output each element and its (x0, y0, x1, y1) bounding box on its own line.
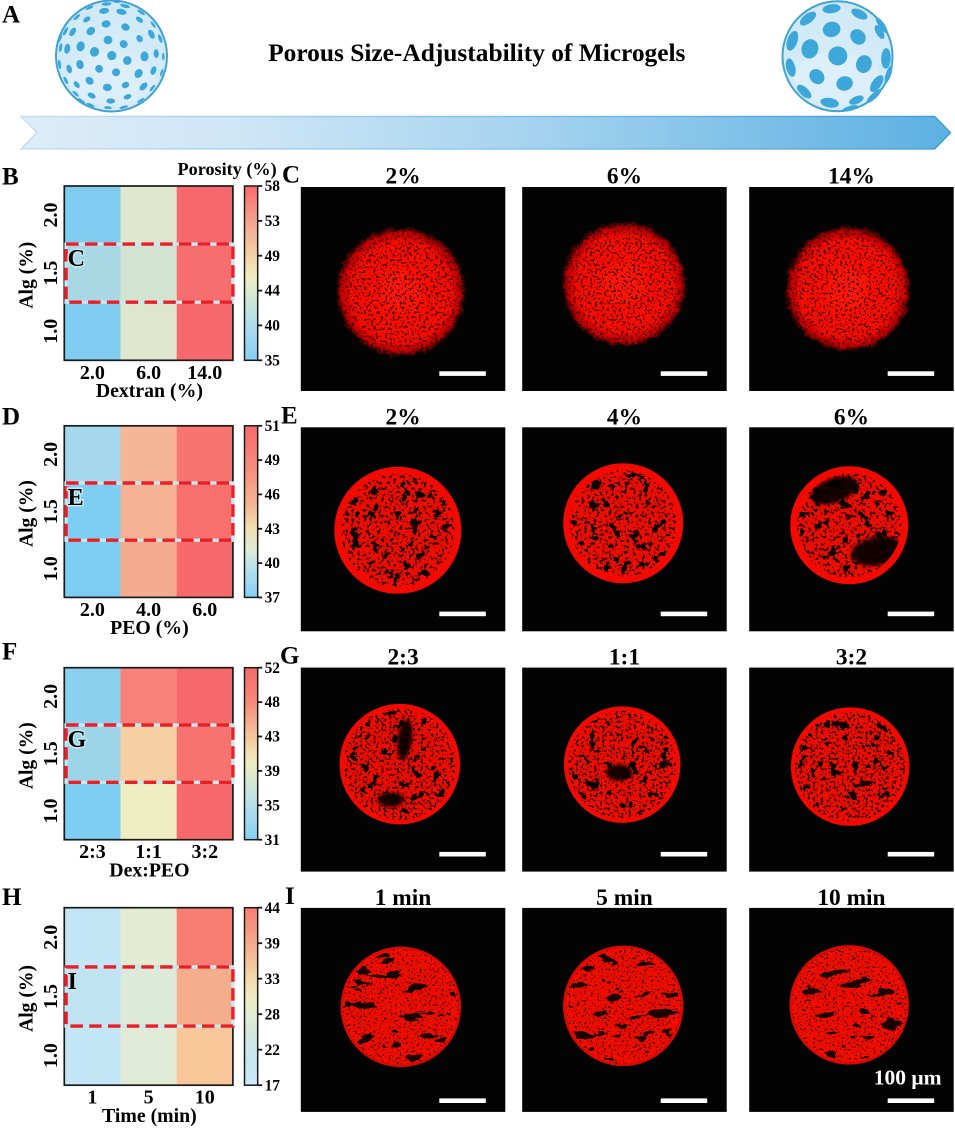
svg-text:Time (min): Time (min) (102, 1105, 197, 1127)
svg-text:I: I (68, 969, 77, 995)
svg-text:5 min: 5 min (596, 885, 653, 911)
svg-text:1.5: 1.5 (40, 261, 62, 286)
svg-text:44: 44 (265, 900, 281, 917)
svg-text:2:3: 2:3 (387, 645, 418, 671)
svg-text:4.0: 4.0 (136, 599, 161, 621)
svg-text:51: 51 (265, 418, 280, 435)
svg-text:1.0: 1.0 (40, 556, 62, 581)
svg-text:A: A (2, 2, 20, 29)
svg-text:1.0: 1.0 (40, 1043, 62, 1068)
svg-text:Alg (%): Alg (%) (16, 480, 37, 547)
svg-text:Porosity (%): Porosity (%) (178, 159, 277, 180)
svg-text:1.0: 1.0 (40, 799, 62, 824)
svg-text:2%: 2% (386, 164, 421, 190)
svg-text:1.5: 1.5 (40, 741, 62, 766)
svg-text:F: F (2, 638, 17, 665)
svg-text:10 min: 10 min (817, 885, 885, 911)
svg-text:43: 43 (265, 521, 281, 538)
svg-text:3:2: 3:2 (191, 841, 218, 863)
svg-text:17: 17 (265, 1077, 281, 1094)
svg-text:PEO (%): PEO (%) (110, 617, 189, 639)
svg-text:6%: 6% (834, 404, 869, 430)
svg-text:22: 22 (265, 1042, 281, 1059)
svg-text:10: 10 (195, 1087, 215, 1109)
svg-text:4%: 4% (607, 404, 642, 430)
svg-text:3:2: 3:2 (836, 645, 867, 671)
svg-text:1:1: 1:1 (609, 645, 640, 671)
svg-text:1: 1 (87, 1087, 97, 1109)
svg-text:Porous Size-Adjustability of M: Porous Size-Adjustability of Microgels (268, 39, 685, 67)
svg-text:Alg (%): Alg (%) (16, 242, 37, 309)
svg-text:D: D (2, 403, 20, 430)
svg-text:C: C (68, 246, 85, 272)
svg-text:53: 53 (265, 213, 281, 230)
svg-text:14.0: 14.0 (187, 362, 222, 384)
svg-text:33: 33 (265, 971, 281, 988)
svg-text:39: 39 (265, 935, 281, 952)
svg-text:6.0: 6.0 (192, 599, 217, 621)
svg-text:B: B (2, 163, 19, 190)
svg-text:28: 28 (265, 1006, 281, 1023)
svg-text:2.0: 2.0 (40, 684, 62, 709)
svg-text:2.0: 2.0 (40, 203, 62, 228)
svg-text:40: 40 (265, 555, 281, 572)
svg-text:35: 35 (265, 352, 281, 369)
svg-text:6.0: 6.0 (136, 362, 161, 384)
svg-text:52: 52 (265, 660, 281, 677)
svg-text:44: 44 (265, 283, 281, 300)
svg-text:46: 46 (265, 487, 281, 504)
svg-text:2.0: 2.0 (80, 599, 105, 621)
svg-text:2%: 2% (386, 404, 421, 430)
svg-text:5: 5 (144, 1087, 154, 1109)
svg-text:G: G (68, 727, 87, 753)
svg-text:49: 49 (265, 248, 281, 265)
svg-text:58: 58 (265, 178, 281, 195)
svg-text:2.0: 2.0 (40, 925, 62, 950)
svg-text:G: G (280, 643, 299, 670)
svg-text:49: 49 (265, 452, 281, 469)
svg-text:E: E (68, 485, 84, 511)
svg-text:Alg (%): Alg (%) (16, 965, 37, 1032)
svg-text:100 μm: 100 μm (874, 1066, 942, 1090)
svg-text:H: H (2, 884, 22, 911)
svg-text:6%: 6% (607, 164, 642, 190)
svg-text:37: 37 (265, 590, 281, 607)
svg-text:2:3: 2:3 (79, 841, 106, 863)
svg-text:2.0: 2.0 (40, 442, 62, 467)
svg-text:39: 39 (265, 763, 281, 780)
svg-text:35: 35 (265, 797, 281, 814)
svg-text:31: 31 (265, 832, 280, 849)
svg-text:1:1: 1:1 (135, 841, 162, 863)
svg-text:2.0: 2.0 (80, 362, 105, 384)
svg-text:Dex:PEO: Dex:PEO (109, 859, 189, 881)
svg-text:Alg (%): Alg (%) (16, 722, 37, 789)
svg-text:1 min: 1 min (375, 885, 432, 911)
svg-text:48: 48 (265, 694, 281, 711)
svg-text:Dextran (%): Dextran (%) (96, 380, 203, 402)
svg-text:I: I (285, 883, 295, 910)
svg-text:E: E (281, 402, 298, 429)
svg-text:1.5: 1.5 (40, 984, 62, 1009)
svg-text:C: C (282, 162, 300, 189)
svg-text:1.5: 1.5 (40, 499, 62, 524)
svg-text:40: 40 (265, 318, 281, 335)
svg-text:14%: 14% (828, 164, 875, 190)
svg-text:1.0: 1.0 (40, 319, 62, 344)
svg-text:43: 43 (265, 729, 281, 746)
